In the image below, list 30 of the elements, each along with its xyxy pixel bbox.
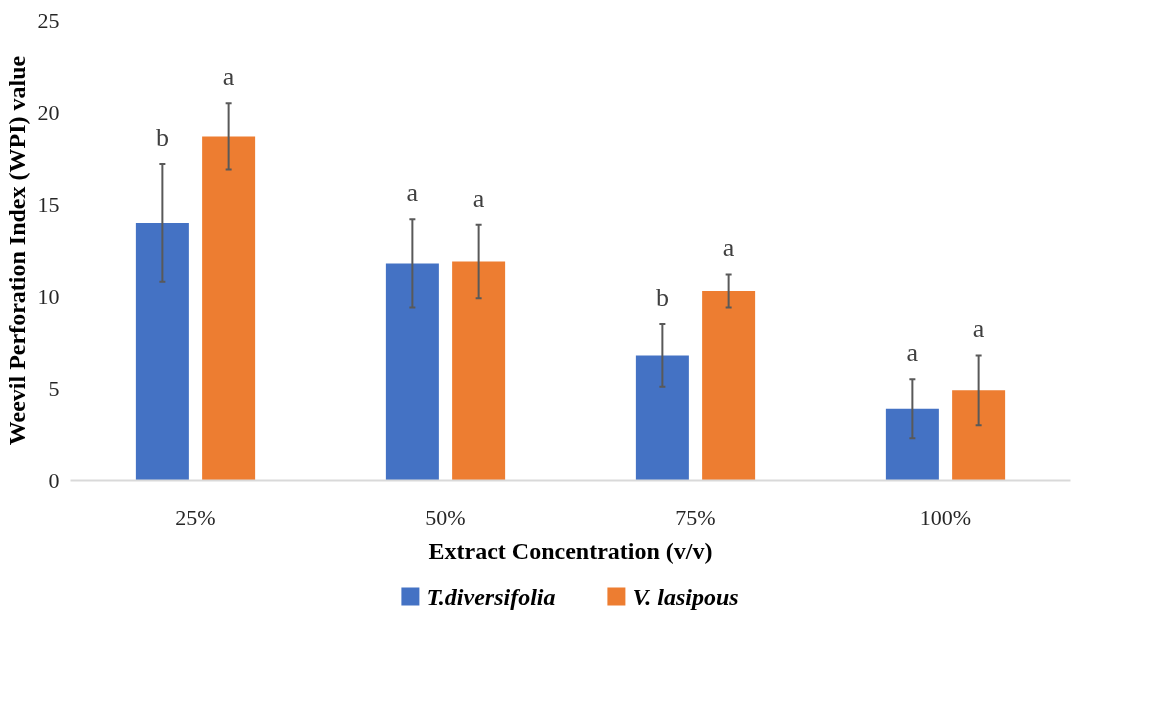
bar — [635, 355, 689, 481]
bar — [952, 390, 1006, 481]
legend-label: V. lasipous — [632, 583, 739, 610]
bar — [135, 222, 189, 481]
data-label: a — [472, 183, 485, 213]
bar — [885, 408, 939, 481]
y-tick-label: 25 — [37, 7, 60, 33]
data-label: a — [222, 62, 235, 92]
x-tick-label: 100% — [919, 504, 972, 530]
bar — [385, 263, 439, 481]
data-label: a — [722, 233, 735, 263]
y-tick-label: 0 — [48, 467, 60, 493]
y-tick-label: 5 — [48, 375, 60, 401]
y-tick-label: 10 — [37, 283, 60, 309]
legend-label: T.diversifolia — [426, 583, 556, 610]
y-tick-label: 20 — [37, 99, 60, 125]
x-tick-label: 25% — [175, 504, 216, 530]
x-axis-title: Extract Concentration (v/v) — [428, 537, 713, 564]
bar — [202, 136, 256, 481]
y-tick-label: 15 — [37, 191, 60, 217]
x-tick-label: 50% — [425, 504, 466, 530]
bar — [702, 290, 756, 481]
x-tick-label: 75% — [675, 504, 716, 530]
data-label: a — [906, 338, 919, 368]
data-label: b — [155, 123, 169, 153]
data-label: a — [406, 178, 419, 208]
data-label: b — [655, 283, 669, 313]
data-label: a — [972, 314, 985, 344]
y-axis-title: Weevil Perforation Index (WPI) value — [3, 55, 30, 446]
bar — [452, 261, 506, 481]
